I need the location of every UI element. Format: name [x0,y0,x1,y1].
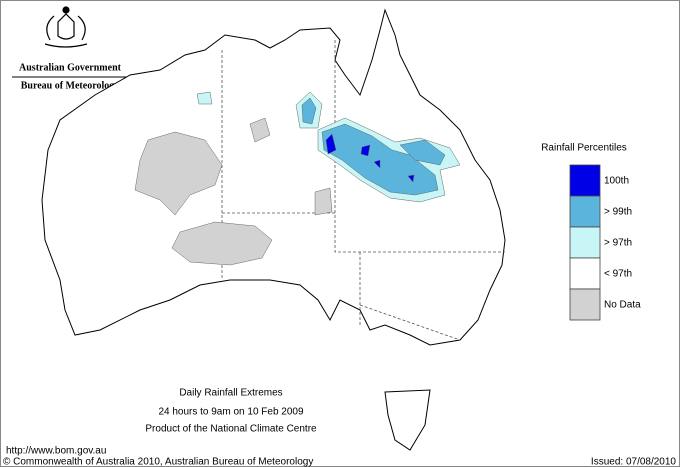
legend-swatch [569,164,601,197]
legend: 100th > 99th > 97th < 97th No Data [569,164,641,321]
no-data-area [134,131,223,216]
legend-swatch [569,257,601,290]
rain-99-area [301,97,317,125]
australia-outline [41,8,506,346]
government-name: Australian Government [19,62,122,73]
legend-swatch [569,226,601,259]
rainfall-areas [134,91,461,266]
caption-credit: Product of the National Climate Centre [145,424,317,435]
legend-label: > 97th [604,238,632,249]
rain-100-area [360,144,371,157]
no-data-area [249,117,271,143]
no-data-area [171,221,273,266]
tasmania-outline [384,389,431,451]
footer-url: http://www.bom.gov.au [6,446,106,457]
rain-99-area [399,139,446,166]
legend-swatch [569,195,601,228]
rain-100-area [325,133,337,155]
legend-label: > 99th [604,207,632,218]
footer-issued: Issued: 07/08/2010 [591,457,677,467]
no-data-area [314,187,333,216]
legend-title: Rainfall Percentiles [541,143,627,154]
rain-100-area [373,159,381,169]
legend-label: 100th [604,176,629,187]
rain-100-area [407,174,415,183]
caption-title: Daily Rainfall Extremes [179,388,282,399]
rain-97-area [196,91,213,105]
crest [44,6,88,48]
bureau-name: Bureau of Meteorology [21,80,120,91]
legend-swatch [569,288,601,321]
legend-label: < 97th [604,269,632,280]
caption-subtitle: 24 hours to 9am on 10 Feb 2009 [158,407,304,418]
legend-label: No Data [604,300,641,311]
footer-copyright: © Commonwealth of Australia 2010, Austra… [3,457,313,467]
